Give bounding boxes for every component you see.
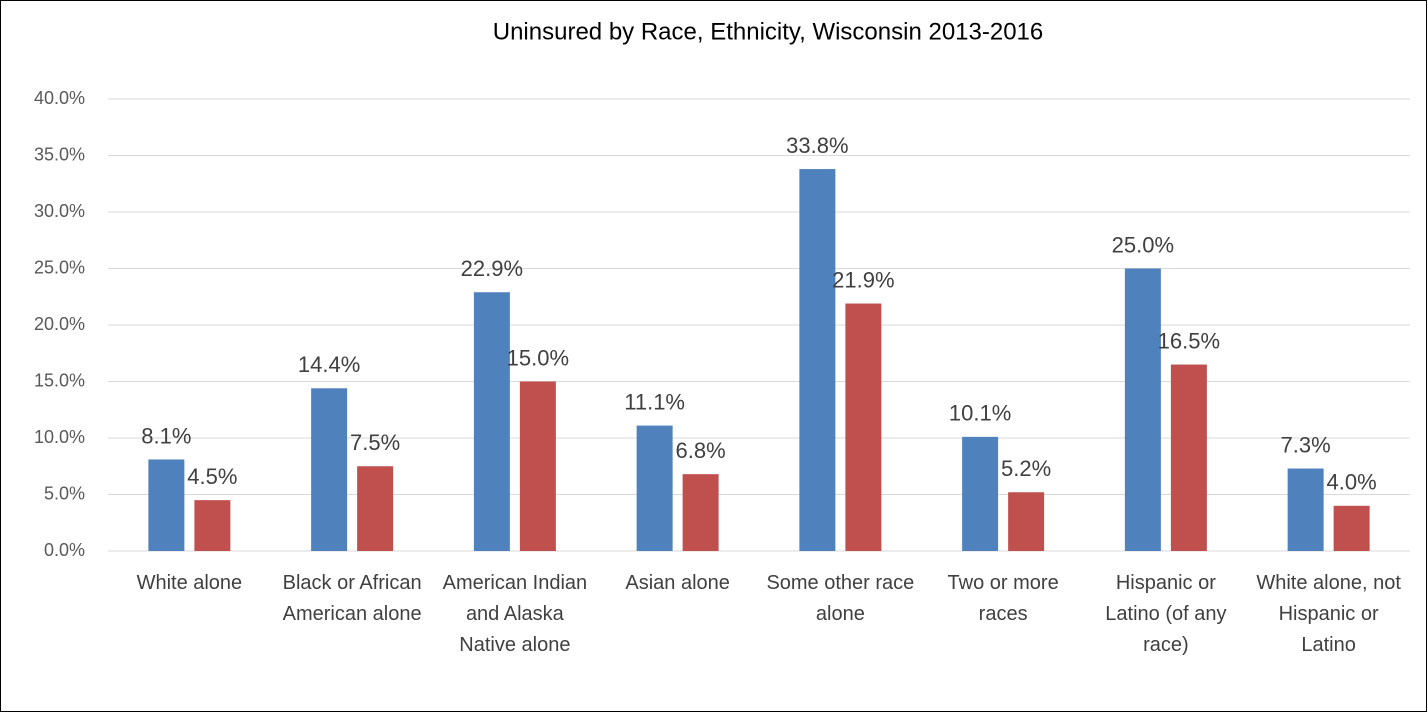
data-label: 4.5% <box>187 464 237 489</box>
x-tick-label: American Indian and Alaska Native alone <box>442 572 588 656</box>
data-label: 7.3% <box>1281 432 1331 457</box>
bar <box>1287 468 1324 551</box>
bar <box>519 381 556 551</box>
x-tick-label: White alone <box>136 572 243 594</box>
y-tick-label: 15.0% <box>34 370 85 390</box>
x-tick-label: White alone, not Hispanic or Latino <box>1256 572 1401 656</box>
data-label: 4.0% <box>1327 470 1377 495</box>
data-label: 16.5% <box>1158 328 1220 353</box>
data-label: 25.0% <box>1112 232 1174 257</box>
bar <box>845 303 882 551</box>
y-tick-label: 5.0% <box>44 483 85 503</box>
bar <box>311 388 348 551</box>
data-label: 11.1% <box>624 389 685 414</box>
bar <box>962 436 999 551</box>
y-tick-label: 0.0% <box>44 540 85 560</box>
y-tick-label: 35.0% <box>34 144 85 164</box>
bar <box>194 500 231 551</box>
chart-title: Uninsured by Race, Ethnicity, Wisconsin … <box>493 18 1044 45</box>
y-tick-label: 40.0% <box>34 88 85 108</box>
bar <box>148 459 185 551</box>
data-label: 5.2% <box>1001 456 1051 481</box>
data-label: 21.9% <box>832 267 894 292</box>
data-label: 10.1% <box>949 401 1011 426</box>
bar <box>682 474 719 551</box>
data-label: 14.4% <box>298 352 360 377</box>
data-label: 6.8% <box>676 438 726 463</box>
bar <box>1333 505 1370 551</box>
y-tick-label: 25.0% <box>34 257 85 277</box>
data-label: 7.5% <box>350 430 400 455</box>
bar <box>1170 364 1207 551</box>
x-tick-label: Hispanic or Latino (of any race) <box>1105 572 1227 656</box>
y-tick-label: 20.0% <box>34 314 85 334</box>
y-tick-label: 10.0% <box>34 427 85 447</box>
x-tick-label: Black or African American alone <box>282 572 422 625</box>
bar <box>1008 492 1045 551</box>
bar <box>357 466 394 551</box>
bar <box>1124 268 1161 551</box>
data-label: 22.9% <box>461 256 523 281</box>
data-label: 33.8% <box>786 133 848 158</box>
bar <box>636 425 673 551</box>
bar <box>473 292 510 551</box>
x-tick-label: Two or more races <box>947 572 1059 625</box>
y-tick-label: 30.0% <box>34 201 85 221</box>
x-tick-label: Some other race alone <box>766 572 915 625</box>
data-label: 15.0% <box>507 345 569 370</box>
bar <box>799 169 836 551</box>
x-tick-label: Asian alone <box>625 572 730 594</box>
data-label: 8.1% <box>141 423 191 448</box>
